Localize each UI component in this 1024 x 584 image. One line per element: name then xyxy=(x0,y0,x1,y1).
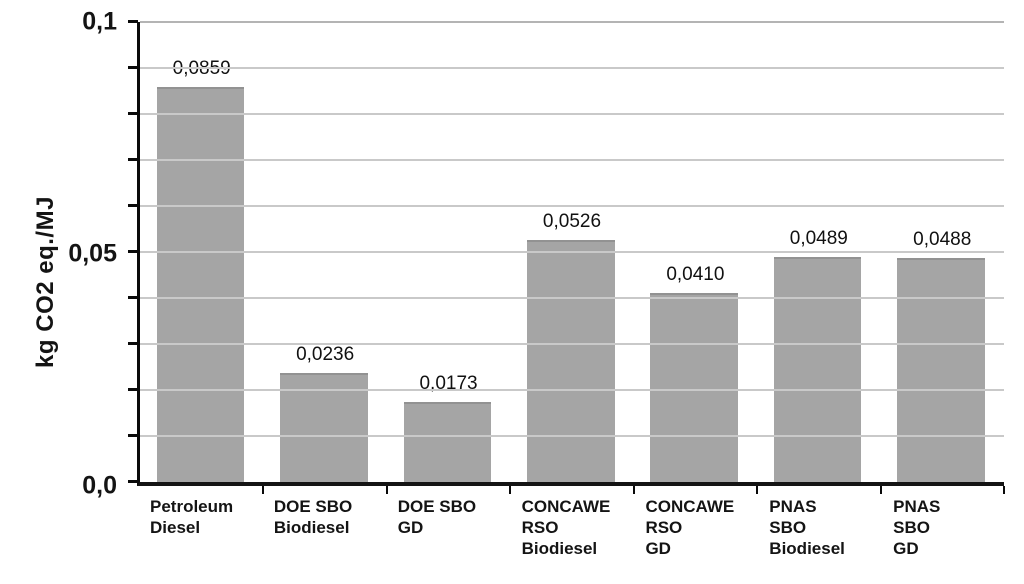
bar-2 xyxy=(280,373,368,482)
bar-value-label: 0,0236 xyxy=(296,344,355,366)
y-axis-tick xyxy=(128,388,138,391)
bar-cell: 0,0489 xyxy=(757,22,880,482)
y-axis-tick xyxy=(128,480,138,483)
x-category-label: Petroleum Diesel xyxy=(150,497,234,538)
bar-1 xyxy=(156,86,245,482)
x-axis-tick xyxy=(1003,486,1005,494)
x-category-label: DOE SBO Biodiesel xyxy=(273,497,353,538)
gridline xyxy=(140,159,1004,161)
x-axis-labels: Petroleum Diesel DOE SBO Biodiesel DOE SBO… xyxy=(137,496,1004,559)
x-axis-tick xyxy=(879,486,882,494)
x-axis-tick xyxy=(509,486,512,494)
y-axis-tick xyxy=(128,112,138,115)
gridline xyxy=(140,113,1004,115)
bar-cell: 0,0410 xyxy=(634,22,757,482)
x-category-label: CONCAWE RSO GD xyxy=(645,497,735,559)
x-axis-tick xyxy=(385,486,388,494)
gridline xyxy=(140,343,1004,345)
x-category-label: PNAS SBO GD xyxy=(893,497,941,559)
bar-cells: 0,0859 0,0236 0,0173 0,0526 0,0410 0,0489 0,04… xyxy=(140,22,1004,482)
y-axis-tick-labels: 0,1 0,05 0,0 xyxy=(0,8,127,500)
bar-value-label: 0,0526 xyxy=(542,211,602,233)
gridline xyxy=(140,251,1004,253)
gridline xyxy=(140,21,1004,23)
gridline xyxy=(140,67,1004,69)
y-tick-label-0-1: 0,1 xyxy=(82,7,117,36)
gridline xyxy=(140,435,1004,437)
y-axis-tick xyxy=(128,158,138,161)
bar-cell: 0,0859 xyxy=(140,22,263,482)
x-axis-tick xyxy=(262,486,265,494)
bar-value-label: 0,0489 xyxy=(789,228,848,250)
y-axis-tick xyxy=(128,250,138,253)
x-category-label: CONCAWE RSO Biodiesel xyxy=(521,497,611,559)
bar-6 xyxy=(773,257,862,482)
bar-cell: 0,0526 xyxy=(510,22,633,482)
gridline xyxy=(140,389,1004,391)
bar-value-label: 0,0173 xyxy=(419,373,478,395)
gridline xyxy=(140,205,1004,207)
x-axis-tick xyxy=(632,486,635,494)
bar-cell: 0,0488 xyxy=(881,22,1004,482)
bar-value-label: 0,0488 xyxy=(913,228,972,250)
x-category-label: PNAS SBO Biodiesel xyxy=(769,497,845,559)
y-axis-tick xyxy=(128,204,138,207)
y-axis-tick xyxy=(128,20,138,23)
y-axis-tick xyxy=(128,434,138,437)
bar-7 xyxy=(897,257,985,482)
plot-area: 0,0859 0,0236 0,0173 0,0526 0,0410 0,0489 0,04… xyxy=(128,20,1005,494)
y-axis-tick xyxy=(128,66,138,69)
bar-value-label: 0,0410 xyxy=(666,264,725,286)
bar-cell: 0,0236 xyxy=(263,22,386,482)
bar-5 xyxy=(650,293,738,482)
bar-3 xyxy=(403,402,492,482)
bar-4 xyxy=(526,240,615,482)
y-axis-tick xyxy=(128,296,138,299)
x-axis-tick xyxy=(756,486,759,494)
y-axis-tick xyxy=(128,342,138,345)
x-category-label: DOE SBO GD xyxy=(397,497,477,538)
y-tick-label-0-05: 0,05 xyxy=(68,239,117,268)
gridline xyxy=(140,297,1004,299)
y-tick-label-0-0: 0,0 xyxy=(82,471,117,500)
